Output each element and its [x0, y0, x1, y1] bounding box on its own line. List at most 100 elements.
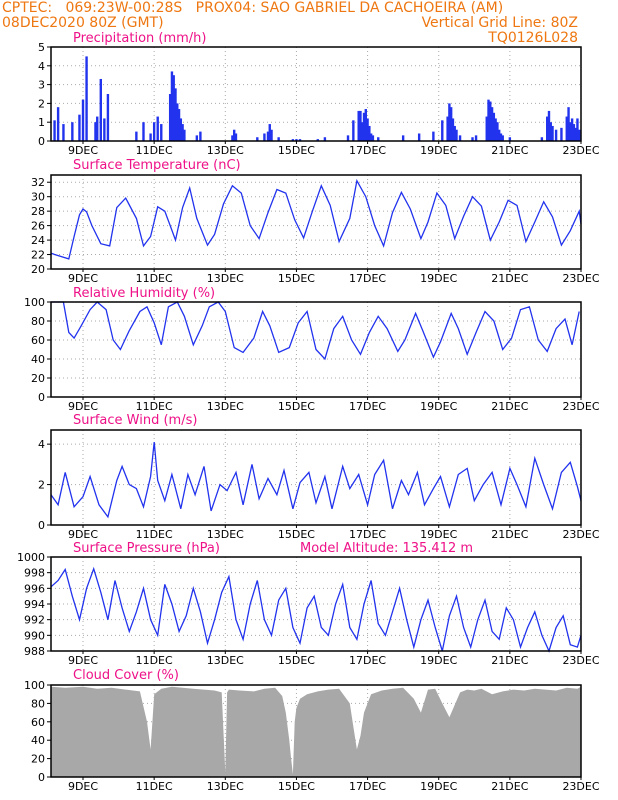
panel-2-xtick-label: 15DEC	[278, 272, 315, 285]
panel-1-precip-bar	[489, 101, 492, 141]
panel-1-precip-bar	[417, 133, 421, 141]
panel-1-precip-bar	[298, 139, 302, 141]
panel-1-precip-bar	[177, 109, 181, 141]
panel-3-ytick-label: 80	[31, 315, 45, 328]
panel-1-precip-bar	[78, 114, 81, 141]
panel-6-xtick-label: 23DEC	[562, 780, 599, 793]
panel-1-precip-bar	[231, 135, 234, 141]
panel-1-precip-bar	[474, 135, 478, 141]
panel-1-precip-bar	[362, 112, 366, 141]
panel-1-precip-bar	[96, 116, 99, 141]
panel-4-xtick-label: 13DEC	[207, 528, 244, 541]
panel-1-precip-bar	[359, 110, 362, 141]
panel-1-precip-bar	[455, 129, 458, 141]
panel-6-frame	[50, 684, 582, 778]
panel-4-xtick-label: 9DEC	[68, 528, 98, 541]
panel-1-precip-bar	[554, 129, 558, 141]
panel-6-xtick-label: 11DEC	[136, 780, 173, 793]
panel-1-precip-bar	[485, 116, 488, 141]
panel-6-xtick-label: 15DEC	[278, 780, 315, 793]
panel-5-xtick-label: 23DEC	[562, 654, 599, 667]
panel-2-title: Surface Temperature (nC)	[73, 158, 241, 173]
panel-1-frame	[50, 46, 582, 142]
panel-1-precip-bar	[266, 131, 270, 141]
panel-1-ytick-label: 2	[38, 97, 45, 110]
panel-5-ytick-label: 994	[24, 598, 45, 611]
panel-2-xtick-label: 19DEC	[420, 272, 457, 285]
panel-5-ytick-label: 988	[24, 645, 45, 658]
panel-5-xtick-label: 21DEC	[491, 654, 528, 667]
panel-1-precip-bar	[195, 135, 199, 141]
panel-3-xtick-label: 17DEC	[349, 400, 386, 413]
panel-3-ytick-label: 100	[24, 296, 45, 309]
panel-1-precip-bar	[446, 116, 449, 141]
panel-1-precip-bar	[574, 127, 577, 141]
panel-1-precip-bar	[578, 129, 581, 141]
panel-4-xtick-label: 23DEC	[562, 528, 599, 541]
panel-1-precip-bar	[160, 124, 163, 141]
panel-5-ytick-label: 996	[24, 582, 45, 595]
panel-2-series-line	[50, 178, 582, 260]
panel-1-precip-bar	[316, 139, 319, 141]
panel-1-xtick-label: 19DEC	[420, 144, 457, 157]
panel-4-title: Surface Wind (m/s)	[73, 413, 197, 428]
panel-3-xtick-label: 9DEC	[68, 400, 98, 413]
panel-6-ytick-label: 80	[31, 697, 45, 710]
panel-1-xtick-label: 13DEC	[207, 144, 244, 157]
panel-1-precip-bar	[508, 137, 512, 141]
panel-1-precip-bar	[546, 116, 549, 141]
panel-1-precip-bar	[183, 129, 186, 141]
panel-1-precip-bar	[179, 118, 183, 141]
panel-2-ytick-label: 22	[31, 249, 45, 262]
panel-1-precip-bar	[168, 94, 172, 141]
panel-1-precip-bar	[103, 118, 106, 141]
panel-1-precip-bar	[451, 118, 455, 141]
panel-6-ytick-label: 20	[31, 753, 45, 766]
panel-6-ytick-label: 0	[38, 771, 45, 784]
panel-4-xtick-label: 15DEC	[278, 528, 315, 541]
panel-5-title: Surface Pressure (hPa)	[73, 541, 220, 556]
panel-1-precip-bar	[181, 124, 184, 141]
panel-1-precip-bar	[56, 107, 60, 141]
panel-2-ytick-label: 26	[31, 220, 45, 233]
panel-3-ytick-label: 0	[38, 391, 45, 404]
panel-1-precip-bar	[458, 135, 462, 141]
panel-1-precip-bar	[448, 103, 451, 141]
header-date: 08DEC2020 80Z (GMT)	[2, 15, 164, 31]
panel-1-xtick-label: 9DEC	[68, 144, 98, 157]
panel-1-precip-bar	[401, 135, 405, 141]
panel-2-ytick-label: 30	[31, 191, 45, 204]
panel-5-ytick-label: 990	[24, 629, 45, 642]
panel-6-xtick-label: 9DEC	[68, 780, 98, 793]
panel-1-precip-bar	[94, 122, 97, 141]
panel-4-series-line	[50, 442, 582, 519]
panel-1-precip-bar	[256, 137, 259, 141]
panel-5-xtick-label: 15DEC	[278, 654, 315, 667]
panel-1-xtick-label: 15DEC	[278, 144, 315, 157]
panel-5-xtick-label: 19DEC	[420, 654, 457, 667]
panel-1-precip-bar	[361, 122, 364, 141]
panel-1-precip-bar	[572, 124, 576, 141]
panel-2-xtick-label: 17DEC	[349, 272, 386, 285]
panel-6-cloud-area	[51, 686, 581, 777]
panel-5-annotation: Model Altitude: 135.412 m	[300, 541, 473, 556]
panel-4-frame	[50, 429, 582, 526]
panel-1-precip-bar	[453, 125, 456, 141]
panel-3-ytick-label: 40	[31, 353, 45, 366]
panel-1-precip-bar	[540, 137, 544, 141]
panel-6-title: Cloud Cover (%)	[73, 668, 179, 683]
panel-1-precip-bar	[170, 71, 174, 141]
panel-2-xtick-label: 9DEC	[68, 272, 98, 285]
panel-1-ytick-label: 3	[38, 79, 45, 92]
panel-1-ytick-label: 0	[38, 135, 45, 148]
panel-2-xtick-label: 23DEC	[562, 272, 599, 285]
panel-1-precip-bar	[270, 129, 273, 141]
panel-1-precip-bar	[106, 94, 110, 141]
panel-1-precip-bar	[152, 122, 156, 141]
panel-2-xtick-label: 11DEC	[136, 272, 173, 285]
panel-1-precip-bar	[232, 129, 236, 141]
panel-5-xtick-label: 11DEC	[136, 654, 173, 667]
panel-4-xtick-label: 11DEC	[136, 528, 173, 541]
panel-3-title: Relative Humidity (%)	[73, 286, 215, 301]
